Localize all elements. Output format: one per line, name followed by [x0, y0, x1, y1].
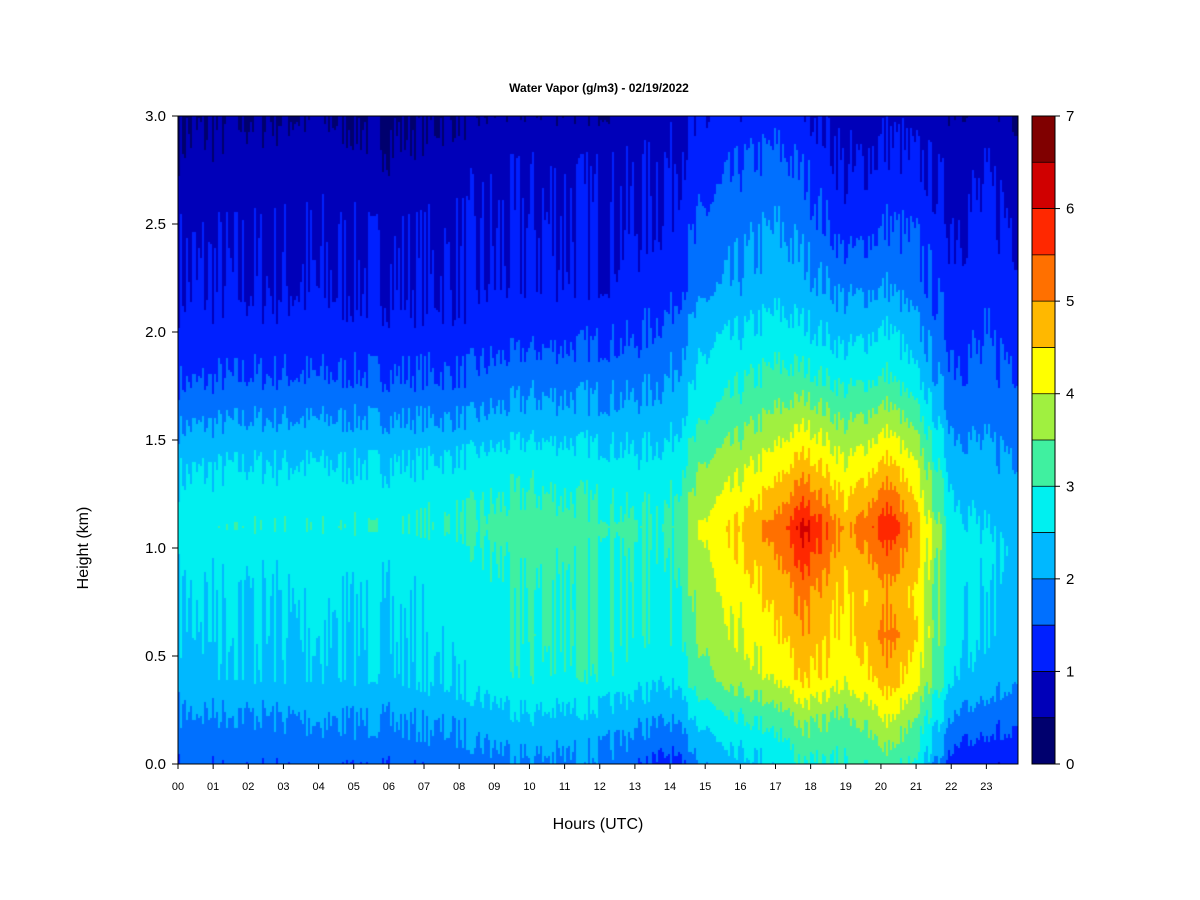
x-tick-label: 23 — [980, 781, 992, 793]
x-tick-label: 11 — [559, 781, 570, 793]
x-tick-label: 17 — [769, 781, 781, 793]
colorbar: 0 1 2 3 4 5 6 7 — [1031, 108, 1074, 773]
colorbar-swatch — [1032, 532, 1055, 579]
x-tick-label: 13 — [629, 781, 641, 793]
x-tick-label: 20 — [875, 781, 887, 793]
colorbar-swatch — [1032, 208, 1055, 255]
x-tick-label: 02 — [242, 781, 254, 793]
x-tick-label: 16 — [734, 781, 746, 793]
x-tick-label: 22 — [945, 781, 957, 793]
x-tick-label: 19 — [840, 781, 852, 793]
colorbar-swatch — [1032, 578, 1055, 626]
x-tick-label: 12 — [594, 781, 606, 793]
colorbar-swatch — [1032, 254, 1055, 302]
x-tick-label: 18 — [805, 781, 817, 793]
colorbar-swatch — [1032, 116, 1055, 163]
colorbar-tick-label: 5 — [1066, 293, 1074, 310]
x-tick-label: 15 — [699, 781, 711, 793]
colorbar-swatch — [1032, 393, 1055, 440]
x-tick-label: 10 — [523, 781, 535, 793]
colorbar-tick-label: 1 — [1066, 663, 1074, 680]
heatmap-image — [178, 116, 1018, 764]
x-tick-label: 21 — [910, 781, 922, 793]
x-axis: 00 01 02 03 04 05 06 07 08 09 10 11 12 13 14 15 16 17 18 19… — [172, 764, 992, 793]
x-tick-label: 07 — [418, 781, 430, 793]
x-axis-label: Hours (UTC) — [553, 816, 644, 833]
x-tick-label: 05 — [348, 781, 360, 793]
colorbar-swatch — [1032, 717, 1055, 764]
colorbar-tick-label: 4 — [1066, 386, 1074, 403]
y-tick-label: 1.0 — [145, 540, 166, 557]
colorbar-swatch — [1032, 625, 1055, 672]
x-tick-label: 03 — [277, 781, 289, 793]
y-tick-label: 0.0 — [145, 756, 166, 773]
colorbar-frame — [1031, 115, 1056, 765]
x-tick-label: 14 — [664, 781, 676, 793]
colorbar-tick-label: 0 — [1066, 756, 1074, 773]
y-tick-label: 2.5 — [145, 216, 166, 233]
heatmap-area — [178, 116, 1018, 764]
y-tick-label: 2.0 — [145, 324, 166, 341]
colorbar-tick-label: 7 — [1066, 108, 1074, 125]
colorbar-swatch — [1032, 486, 1055, 533]
colorbar-tick-label: 2 — [1066, 571, 1074, 588]
x-tick-label: 00 — [172, 781, 184, 793]
colorbar-swatch — [1032, 162, 1055, 209]
y-tick-label: 1.5 — [145, 432, 166, 449]
x-tick-label: 01 — [207, 781, 219, 793]
colorbar-swatch — [1032, 671, 1055, 718]
y-axis-label: Height (km) — [75, 507, 92, 590]
colorbar-tick-label: 6 — [1066, 201, 1074, 218]
x-tick-label: 06 — [383, 781, 395, 793]
colorbar-swatch — [1032, 301, 1055, 348]
x-tick-label: 09 — [488, 781, 500, 793]
colorbar-tick-label: 3 — [1066, 478, 1074, 495]
colorbar-swatch — [1032, 347, 1055, 394]
y-tick-label: 0.5 — [145, 648, 166, 665]
y-tick-label: 3.0 — [145, 108, 166, 125]
chart-title: Water Vapor (g/m3) - 02/19/2022 — [509, 81, 689, 95]
colorbar-swatch — [1032, 440, 1055, 487]
x-tick-label: 08 — [453, 781, 465, 793]
x-tick-label: 04 — [312, 781, 324, 793]
y-axis: 0.0 0.5 1.0 1.5 2.0 2.5 3.0 — [145, 108, 178, 773]
